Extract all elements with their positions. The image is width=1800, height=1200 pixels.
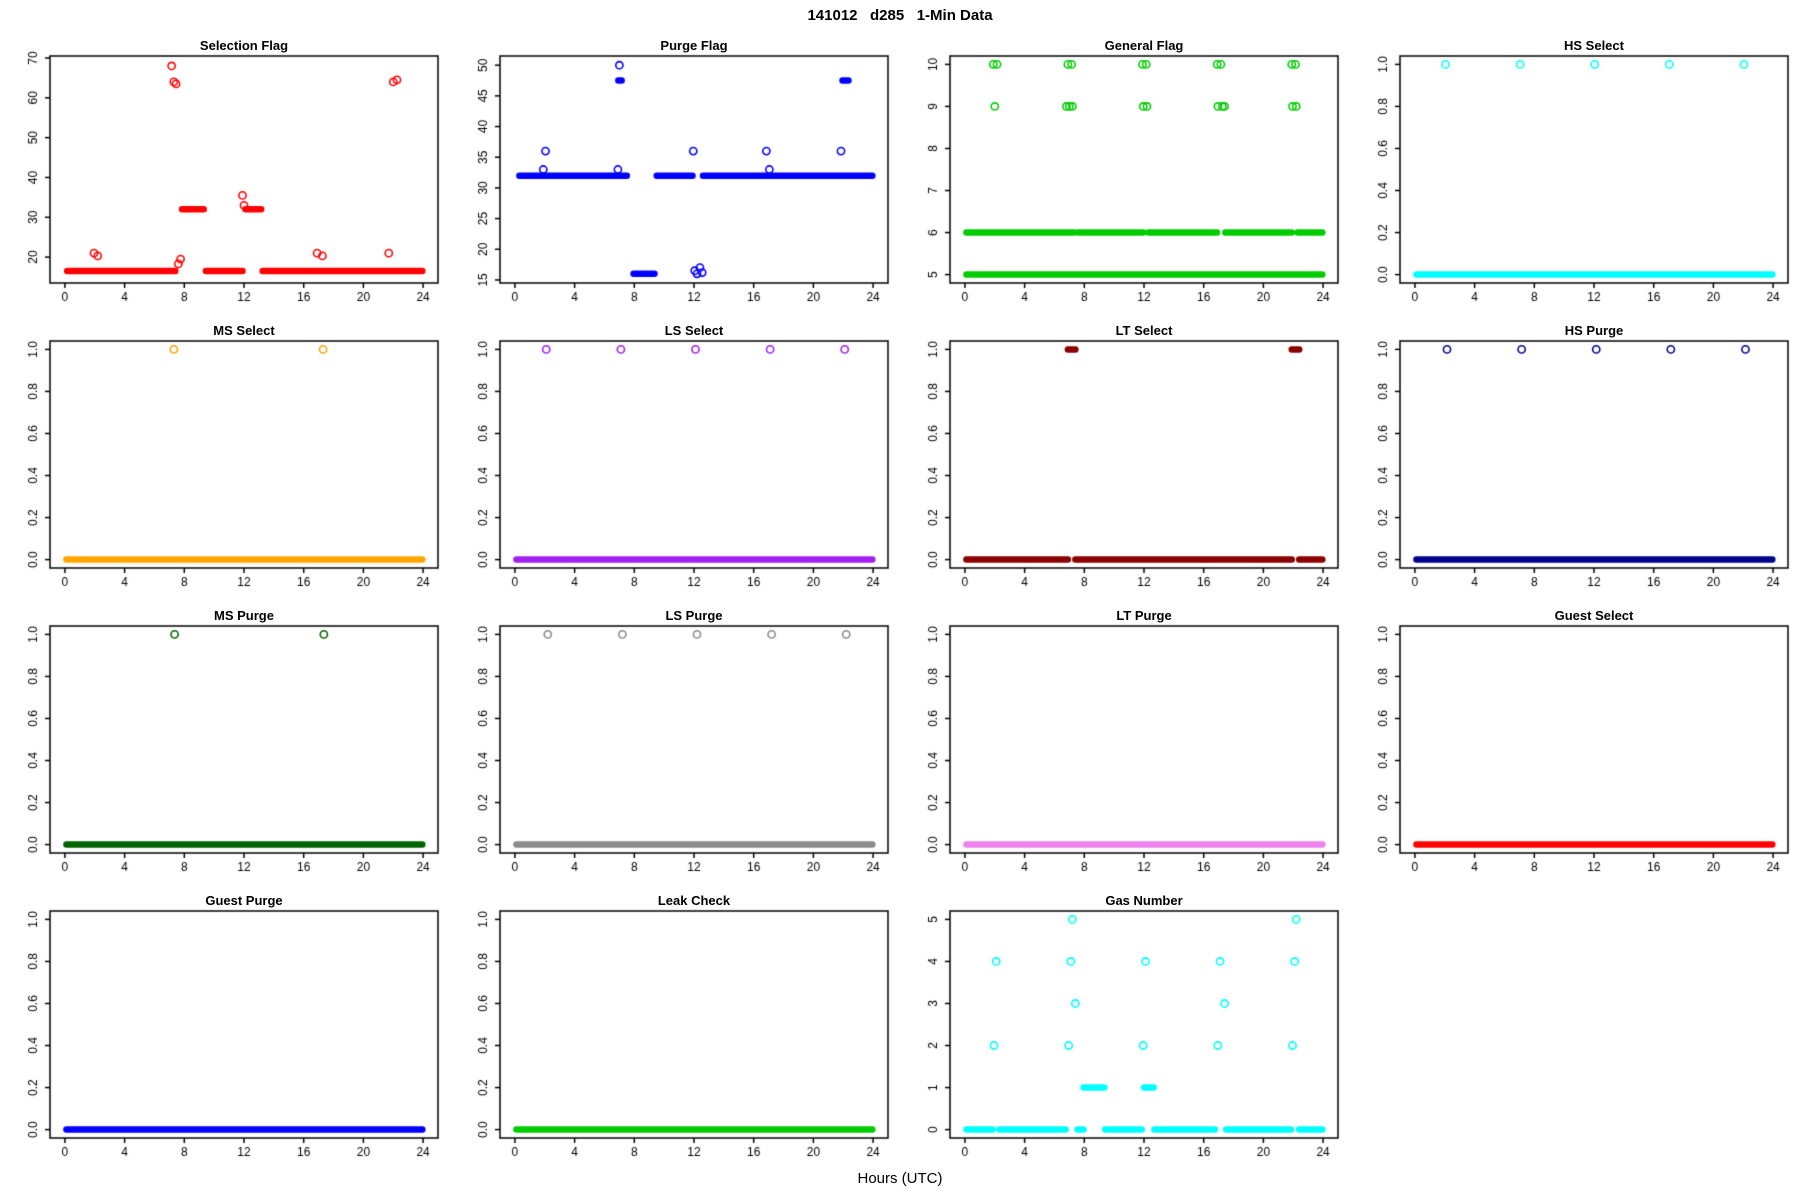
hs-select-canvas bbox=[1350, 30, 1800, 315]
guest-purge-canvas bbox=[0, 885, 450, 1170]
general-flag-canvas bbox=[900, 30, 1350, 315]
plot-guest-purge: Guest Purge bbox=[0, 885, 450, 1170]
plot-gas-number: Gas Number bbox=[900, 885, 1350, 1170]
selection-flag-canvas bbox=[0, 30, 450, 315]
leak-check-canvas bbox=[450, 885, 900, 1170]
plot-ms-purge: MS Purge bbox=[0, 600, 450, 885]
plot-ms-select: MS Select bbox=[0, 315, 450, 600]
purge-flag-canvas bbox=[450, 30, 900, 315]
plot-selection-flag: Selection Flag bbox=[0, 30, 450, 315]
plot-lt-select: LT Select bbox=[900, 315, 1350, 600]
plot-guest-select: Guest Select bbox=[1350, 600, 1800, 885]
ms-select-canvas bbox=[0, 315, 450, 600]
plot-leak-check: Leak Check bbox=[450, 885, 900, 1170]
gas-number-canvas bbox=[900, 885, 1350, 1170]
hs-purge-canvas bbox=[1350, 315, 1800, 600]
plot-lt-purge: LT Purge bbox=[900, 600, 1350, 885]
plot-hs-purge: HS Purge bbox=[1350, 315, 1800, 600]
lt-purge-canvas bbox=[900, 600, 1350, 885]
ms-purge-canvas bbox=[0, 600, 450, 885]
plot-hs-select: HS Select bbox=[1350, 30, 1800, 315]
figure-title: 141012 d285 1-Min Data bbox=[807, 6, 993, 24]
x-axis-label: Hours (UTC) bbox=[857, 1170, 943, 1187]
plot-ls-purge: LS Purge bbox=[450, 600, 900, 885]
lt-select-canvas bbox=[900, 315, 1350, 600]
plot-grid: Selection Flag Purge Flag General Flag H… bbox=[0, 30, 1800, 1170]
plot-purge-flag: Purge Flag bbox=[450, 30, 900, 315]
ls-purge-canvas bbox=[450, 600, 900, 885]
plot-general-flag: General Flag bbox=[900, 30, 1350, 315]
ls-select-canvas bbox=[450, 315, 900, 600]
guest-select-canvas bbox=[1350, 600, 1800, 885]
plot-ls-select: LS Select bbox=[450, 315, 900, 600]
empty-cell bbox=[1350, 885, 1800, 1170]
